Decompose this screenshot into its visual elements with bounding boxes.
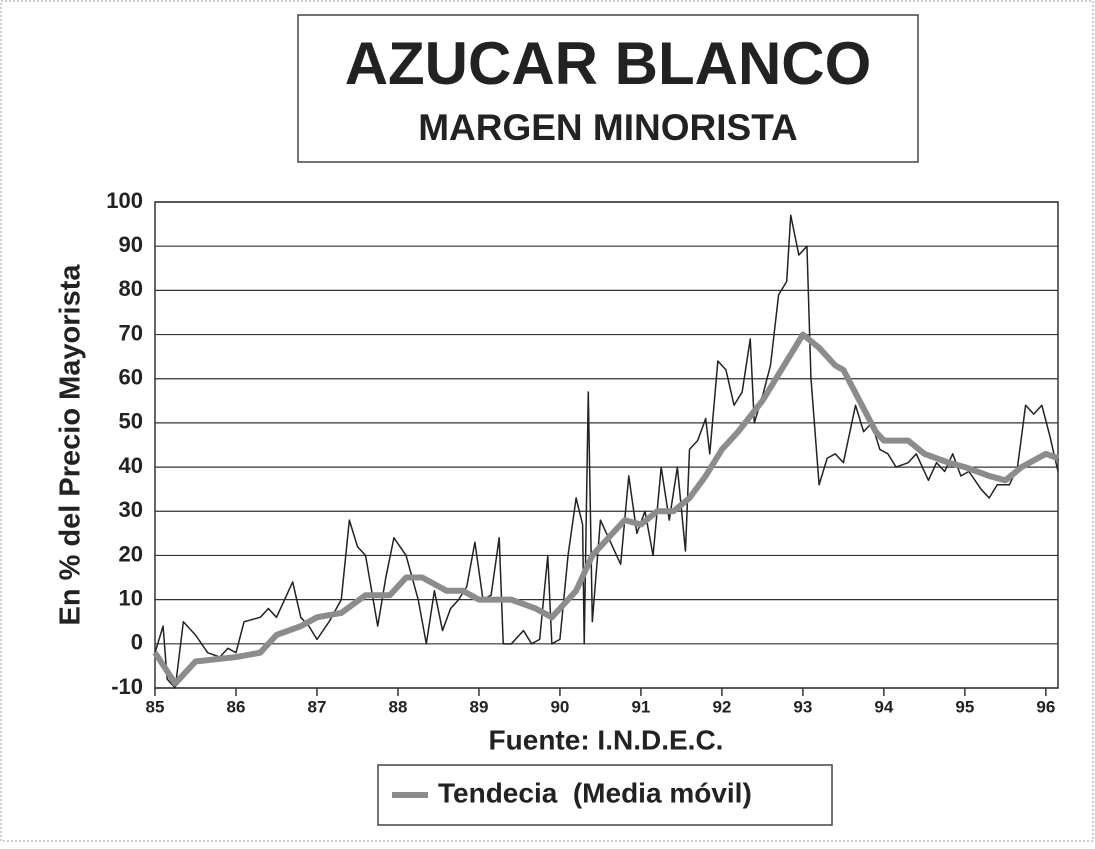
y-tick-label: 90 [119,232,143,257]
x-tick-label: 93 [793,697,812,716]
x-tick-label: 92 [712,697,731,716]
data-line [154,214,1059,689]
y-tick-label: 100 [106,188,143,213]
x-tick-label: 91 [631,697,650,716]
y-tick-label: 80 [119,276,143,301]
y-tick-label: -10 [111,674,143,699]
legend-box [377,764,833,826]
chart-subtitle: MARGEN MINORISTA [418,107,798,148]
y-axis-title: En % del Precio Mayorista [55,264,87,626]
y-tick-label: 30 [119,497,143,522]
data-line [152,331,1060,687]
y-tick-label: 20 [119,541,143,566]
title-box [297,14,919,163]
x-tick-label: 90 [550,697,569,716]
y-tick-label: 70 [119,320,143,345]
y-tick-label: 10 [119,585,143,610]
x-tick-label: 89 [469,697,488,716]
y-tick-label: 40 [119,453,143,478]
y-tick-label: 60 [119,365,143,390]
plot-area [154,201,1059,689]
x-tick-label: 86 [227,697,246,716]
x-tick-label: 85 [146,697,165,716]
chart-title: AZUCAR BLANCO [345,30,872,97]
x-tick-label: 88 [388,697,407,716]
y-tick-label: 50 [119,409,143,434]
x-tick-label: 95 [955,697,974,716]
legend-label: Tendecia (Media móvil) [438,777,752,808]
x-tick-label: 87 [308,697,327,716]
x-tick-label: 96 [1036,697,1055,716]
y-tick-label: 0 [131,630,143,655]
x-axis-title: Fuente: I.N.D.E.C. [489,724,724,755]
x-tick-label: 94 [874,697,893,716]
